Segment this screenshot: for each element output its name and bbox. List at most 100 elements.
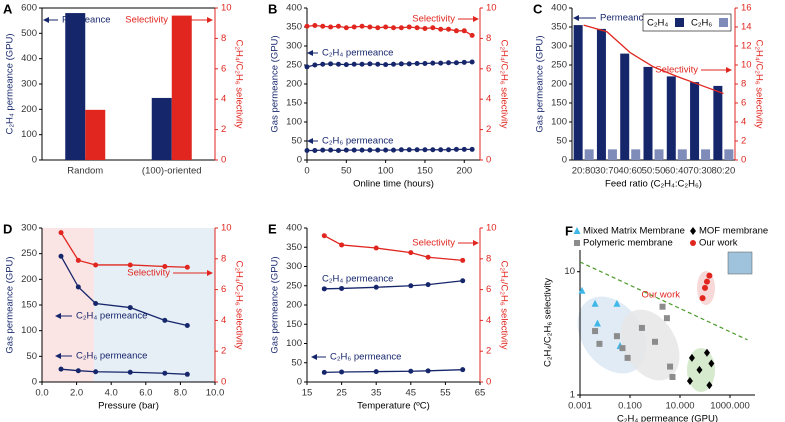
x-tick-label: 25 xyxy=(336,388,347,399)
bar xyxy=(573,25,583,160)
point xyxy=(339,242,345,248)
point xyxy=(438,147,444,153)
point xyxy=(596,340,603,347)
point xyxy=(359,61,365,67)
y2-tick-label: 0 xyxy=(221,377,226,388)
point xyxy=(320,23,326,29)
point xyxy=(669,373,676,380)
point xyxy=(446,147,452,153)
point xyxy=(663,315,670,322)
point xyxy=(593,319,601,327)
point xyxy=(328,147,334,153)
point xyxy=(391,61,396,67)
y2-tick-label: 10 xyxy=(741,60,752,71)
y2-tick-label: 0 xyxy=(486,377,491,388)
bar xyxy=(713,85,723,160)
series-label: Selectivity xyxy=(412,238,455,249)
point xyxy=(703,348,710,357)
y-tick-label: 150 xyxy=(21,300,37,311)
point xyxy=(422,26,428,32)
series-label: Selectivity xyxy=(125,15,168,26)
series-label: C₂H₆ permeance xyxy=(76,351,147,362)
y2-tick-label: 8 xyxy=(741,79,746,90)
legend-marker xyxy=(574,240,580,246)
y-tick-label: 400 xyxy=(551,3,567,14)
point xyxy=(461,59,467,65)
point xyxy=(367,24,373,30)
y-tick-label: 1 xyxy=(570,390,575,401)
line xyxy=(306,24,473,36)
x-tick-label: 4.0 xyxy=(105,388,118,399)
bar xyxy=(690,82,700,160)
x-tick-label: 10.000 xyxy=(665,401,694,412)
point xyxy=(373,284,379,290)
y2-tick-label: 8 xyxy=(486,253,491,264)
series-label: C₂H₄ permeance xyxy=(322,274,393,285)
point xyxy=(453,60,459,66)
y-tick-label: 300 xyxy=(21,223,37,234)
point xyxy=(430,60,436,66)
x-axis-label: Temperature (ºC) xyxy=(357,401,430,412)
x-tick-label: 0.001 xyxy=(568,401,592,412)
point xyxy=(406,24,412,30)
point xyxy=(184,264,190,270)
point xyxy=(398,25,404,31)
series-label: Selectivity xyxy=(127,268,170,279)
bar xyxy=(171,15,192,160)
x-tick-label: 100 xyxy=(378,166,394,177)
point xyxy=(359,147,365,153)
bar xyxy=(596,28,606,161)
point xyxy=(375,61,381,67)
point xyxy=(406,61,412,67)
point xyxy=(321,286,327,292)
line xyxy=(60,368,188,375)
line xyxy=(60,232,188,268)
point xyxy=(408,250,414,256)
panel-label: E xyxy=(268,221,277,236)
y2-axis-label: C₂H₄/C₂H₆ selectivity xyxy=(498,40,509,129)
point xyxy=(624,354,631,361)
photo-inset xyxy=(727,251,753,275)
x-tick-label: 35 xyxy=(371,388,382,399)
point xyxy=(351,24,357,30)
y-tick-label: 100 xyxy=(286,117,302,128)
point xyxy=(460,278,466,284)
point xyxy=(453,146,459,152)
point xyxy=(383,24,389,30)
point xyxy=(373,369,379,375)
point xyxy=(58,253,64,259)
y-tick-label: 250 xyxy=(286,280,302,291)
y2-tick-label: 8 xyxy=(221,33,226,44)
y-tick-label: 150 xyxy=(286,319,302,330)
x-tick-label: Random xyxy=(67,166,103,177)
point xyxy=(460,367,466,373)
y2-tick-label: 10 xyxy=(221,223,232,234)
y2-tick-label: 4 xyxy=(221,315,226,326)
bar xyxy=(607,149,617,160)
point xyxy=(613,333,620,340)
y-tick-label: 100 xyxy=(286,338,302,349)
point xyxy=(304,64,310,70)
point xyxy=(638,324,645,331)
x-axis-label: C₂H₄ permeance (GPU) xyxy=(617,414,718,422)
y2-tick-label: 6 xyxy=(221,284,226,295)
point xyxy=(706,272,713,279)
y2-tick-label: 4 xyxy=(486,94,491,105)
y2-tick-label: 10 xyxy=(221,3,232,14)
legend-box xyxy=(642,13,732,32)
y-tick-label: 50 xyxy=(26,351,37,362)
panel-label: C xyxy=(533,1,543,16)
point xyxy=(162,317,168,323)
x-tick-label: 45 xyxy=(406,388,417,399)
y-tick-label: 200 xyxy=(21,274,37,285)
point xyxy=(320,147,326,153)
y2-tick-label: 8 xyxy=(486,33,491,44)
point xyxy=(359,23,365,29)
point xyxy=(375,147,381,153)
y-tick-label: 400 xyxy=(21,53,37,64)
x-tick-label: 65 xyxy=(475,388,486,399)
y-tick-label: 0 xyxy=(32,155,37,166)
point xyxy=(667,363,674,370)
bar xyxy=(620,53,630,160)
point xyxy=(335,61,341,67)
